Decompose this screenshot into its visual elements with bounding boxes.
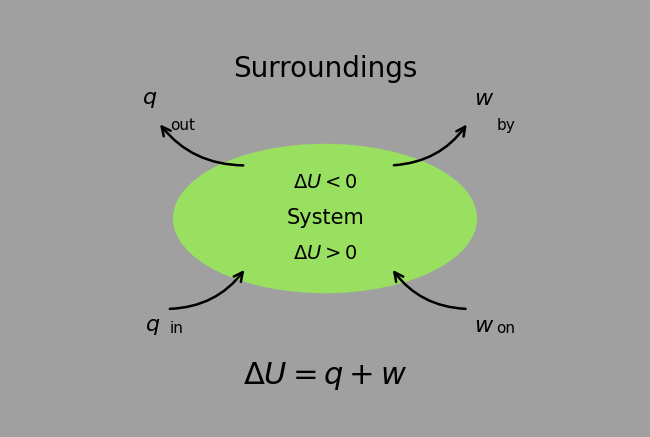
Text: System: System bbox=[286, 208, 364, 229]
Text: $w$: $w$ bbox=[474, 315, 495, 337]
Text: by: by bbox=[497, 118, 515, 133]
Text: $\Delta U<0$: $\Delta U<0$ bbox=[292, 174, 358, 192]
Text: $q$: $q$ bbox=[142, 88, 157, 110]
Text: $\Delta U>0$: $\Delta U>0$ bbox=[292, 245, 358, 263]
Text: out: out bbox=[170, 118, 195, 133]
Text: $q$: $q$ bbox=[145, 315, 160, 337]
Ellipse shape bbox=[173, 144, 477, 293]
Text: $\Delta U = q + w$: $\Delta U = q + w$ bbox=[243, 360, 407, 392]
Text: in: in bbox=[170, 321, 184, 336]
Text: on: on bbox=[497, 321, 515, 336]
Text: $w$: $w$ bbox=[474, 88, 495, 110]
Text: Surroundings: Surroundings bbox=[233, 55, 417, 83]
